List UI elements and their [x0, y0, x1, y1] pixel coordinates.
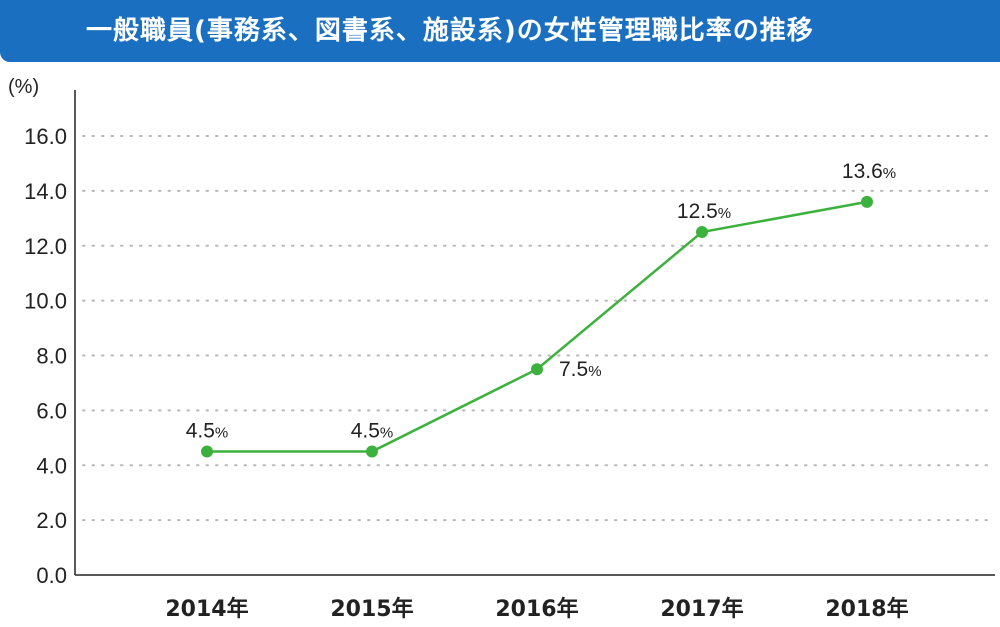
y-axis-unit-label: (%): [8, 76, 39, 98]
x-tick-label: 2017年: [660, 596, 743, 622]
data-point: [366, 445, 378, 458]
axis-layer: (%): [8, 76, 995, 576]
series-line: [207, 200, 868, 453]
y-tick-label: 12.0: [24, 234, 67, 259]
chart-title: 一般職員(事務系、図書系、施設系)の女性管理職比率の推移: [86, 16, 814, 46]
y-tick-label: 0.0: [36, 563, 67, 588]
y-tick-label: 14.0: [24, 179, 67, 204]
data-point: [861, 195, 873, 208]
series-layer: 4.5% 4.5% 7.5% 12.5% 13.6%: [186, 160, 896, 458]
data-point: [531, 363, 543, 376]
grid-layer: [82, 135, 996, 522]
data-point: [696, 226, 708, 239]
x-tick-label: 2016年: [495, 596, 578, 622]
data-label: 12.5%: [677, 200, 731, 223]
data-label: 7.5%: [559, 358, 602, 381]
title-bar: 一般職員(事務系、図書系、施設系)の女性管理職比率の推移: [0, 0, 1000, 62]
x-tick-label: 2015年: [330, 596, 413, 622]
y-tick-labels: 0.0 2.0 4.0 6.0 8.0 10.0 12.0 14.0 16.0: [24, 124, 67, 588]
x-tick-label: 2014年: [165, 596, 248, 622]
data-label: 4.5%: [351, 420, 394, 443]
y-tick-label: 2.0: [36, 508, 67, 533]
y-tick-label: 6.0: [36, 398, 67, 423]
data-label: 13.6%: [842, 160, 896, 183]
y-tick-label: 16.0: [24, 124, 67, 149]
x-tick-label: 2018年: [825, 596, 908, 622]
x-tick-labels: 2014年 2015年 2016年 2017年 2018年: [165, 596, 908, 622]
y-tick-label: 4.0: [36, 453, 67, 478]
data-label: 4.5%: [186, 420, 229, 443]
data-point: [201, 445, 213, 458]
y-tick-label: 10.0: [24, 289, 67, 314]
y-tick-label: 8.0: [36, 344, 67, 369]
